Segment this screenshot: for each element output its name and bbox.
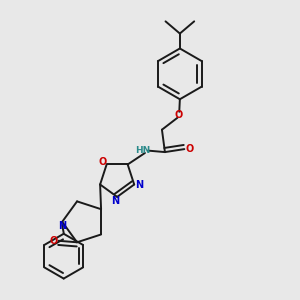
Text: O: O — [186, 144, 194, 154]
Text: O: O — [49, 236, 57, 246]
Text: N: N — [112, 196, 120, 206]
Text: N: N — [58, 221, 66, 231]
Text: HN: HN — [135, 146, 150, 155]
Text: N: N — [135, 179, 143, 190]
Text: O: O — [174, 110, 182, 120]
Text: O: O — [99, 157, 107, 167]
